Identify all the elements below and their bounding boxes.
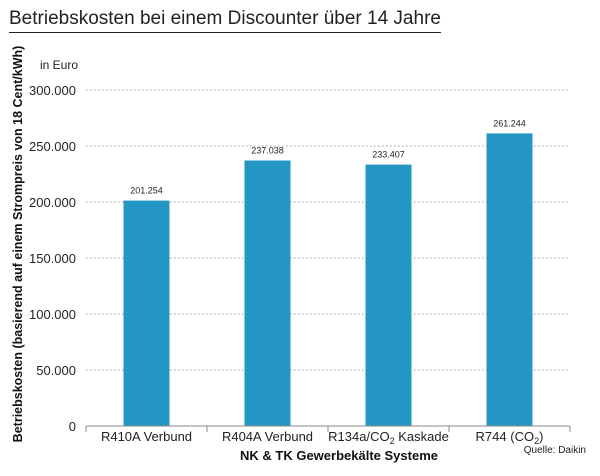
y-tick-label: 200.000 [29,195,76,210]
bars [123,133,533,426]
y-tick-label: 300.000 [29,83,76,98]
y-tick-label: 0 [69,419,76,434]
y-tick-label: 150.000 [29,251,76,266]
value-labels: 201.254 237.038 233.407 261.244 [130,118,526,195]
category-labels: R410A Verbund R404A Verbund R134a/CO2 Kask… [101,429,543,446]
x-axis [85,425,571,432]
bar [486,133,533,426]
x-axis-label: NK & TK Gewerbekälte Systeme [240,448,438,463]
y-tick-label: 250.000 [29,139,76,154]
y-tick-label: 50.000 [36,363,76,378]
value-label: 233.407 [372,150,405,160]
bar [365,164,412,426]
source-label: Quelle: Daikin [523,445,586,456]
y-axis-label: Betriebskosten (basierend auf einem Stro… [11,46,25,443]
unit-label: in Euro [40,58,79,72]
category-label: R134a/CO2 Kaskade [328,429,449,446]
chart-title: Betriebskosten bei einem Discounter über… [9,8,441,33]
category-label: R410A Verbund [101,429,192,444]
category-label: R744 (CO2) [476,429,544,446]
bar [244,160,291,426]
value-label: 201.254 [130,186,163,196]
value-label: 261.244 [493,118,526,128]
bar [123,200,170,426]
y-tick-labels: 0 50.000 100.000 150.000 200.000 250.000 300.0… [29,83,76,434]
value-label: 237.038 [251,146,284,156]
y-tick-label: 100.000 [29,307,76,322]
category-label: R404A Verbund [222,429,313,444]
